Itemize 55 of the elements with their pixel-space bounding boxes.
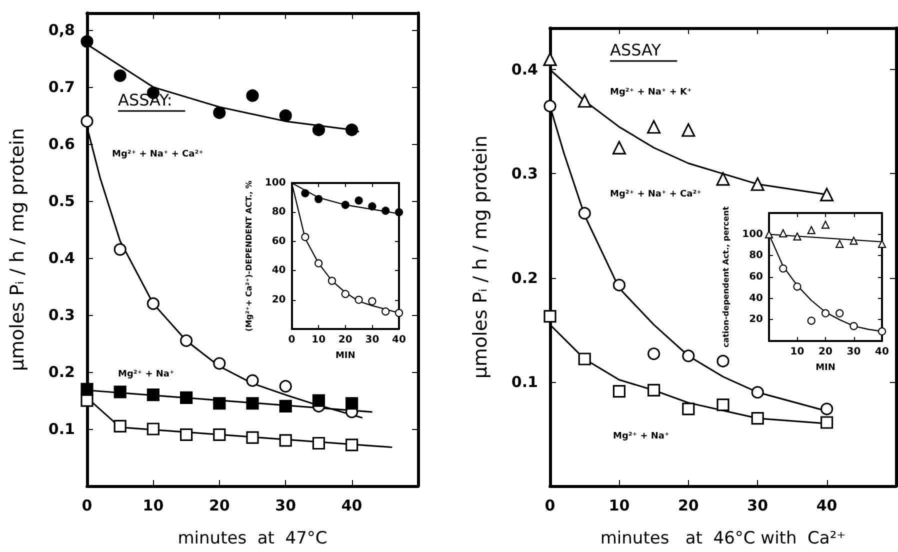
- x-tick-label: 10: [312, 334, 326, 346]
- y-tick-label: 0.5: [48, 192, 75, 210]
- annotation: Mg²⁺ + Na⁺ + K⁺: [610, 88, 692, 98]
- y-tick-label: 20: [272, 294, 286, 306]
- y-tick-label: 60: [272, 236, 286, 247]
- y-tick-label: 0.1: [48, 420, 75, 438]
- x-tick-label: 10: [790, 346, 804, 358]
- x-tick-label: 30: [275, 496, 296, 514]
- y-axis-title: μmoles Pᵢ / h / mg protein: [470, 135, 492, 379]
- annotation: Mg²⁺ + Na⁺ + Ca²⁺: [112, 150, 204, 160]
- x-tick-label: 10: [608, 496, 630, 514]
- x-tick-label: 10: [142, 496, 164, 514]
- y-tick-label: 40: [749, 292, 764, 304]
- x-axis-title: MIN: [335, 351, 356, 361]
- x-tick-label: 20: [818, 346, 832, 358]
- x-tick-label: 0: [82, 496, 92, 514]
- x-axis-title: minutes at 47°C: [178, 528, 328, 548]
- x-tick-label: 40: [875, 346, 889, 358]
- y-axis-title: μmoles Pᵢ / h / mg protein: [6, 128, 28, 372]
- y-tick-label: 60: [749, 272, 764, 282]
- x-tick-label: 20: [678, 496, 699, 514]
- y-tick-label: 0.2: [511, 268, 538, 287]
- x-tick-label: 20: [338, 334, 352, 346]
- x-tick-label: 30: [846, 346, 861, 358]
- x-tick-label: 40: [341, 496, 362, 514]
- x-tick-label: 30: [747, 496, 768, 514]
- y-tick-label: 0.1: [511, 372, 538, 391]
- y-tick-label: 80: [272, 206, 286, 218]
- y-tick-label: 100: [264, 178, 286, 188]
- y-tick-label: 0.4: [48, 249, 75, 268]
- y-tick-label: 0.4: [511, 60, 538, 79]
- y-tick-label: 0.3: [48, 306, 75, 324]
- y-axis-title: (Mg²⁺+ Ca²⁺)-DEPENDENT ACT., %: [244, 180, 254, 332]
- x-tick-label: 40: [816, 496, 838, 514]
- x-tick-label: 30: [365, 334, 380, 346]
- y-tick-label: 40: [272, 265, 286, 276]
- annotation: Mg²⁺ + Na⁺: [118, 370, 175, 380]
- y-tick-label: 0.7: [48, 78, 75, 96]
- x-axis-title: minutes at 46°C with Ca²⁺: [600, 528, 846, 548]
- x-tick-label: 0: [544, 496, 556, 514]
- y-axis-title: cation-dependent Act., percent: [722, 206, 731, 348]
- y-tick-label: 80: [749, 250, 764, 262]
- y-tick-label: 20: [749, 314, 764, 326]
- x-tick-label: 20: [208, 496, 230, 514]
- x-axis-title: MIN: [816, 363, 836, 373]
- y-tick-label: 0.2: [48, 363, 75, 382]
- annotation: Mg²⁺ + Na⁺: [613, 432, 670, 442]
- y-tick-label: 0.3: [511, 164, 538, 183]
- x-tick-label: 40: [392, 334, 406, 346]
- y-tick-label: 100: [742, 228, 764, 240]
- annotation: Mg²⁺ + Na⁺ + Ca²⁺: [610, 190, 702, 200]
- x-tick-label: 0: [288, 334, 296, 346]
- annotation: ASSAY: [610, 40, 662, 60]
- y-tick-label: 0.6: [48, 135, 75, 154]
- y-tick-label: 0,8: [48, 21, 75, 40]
